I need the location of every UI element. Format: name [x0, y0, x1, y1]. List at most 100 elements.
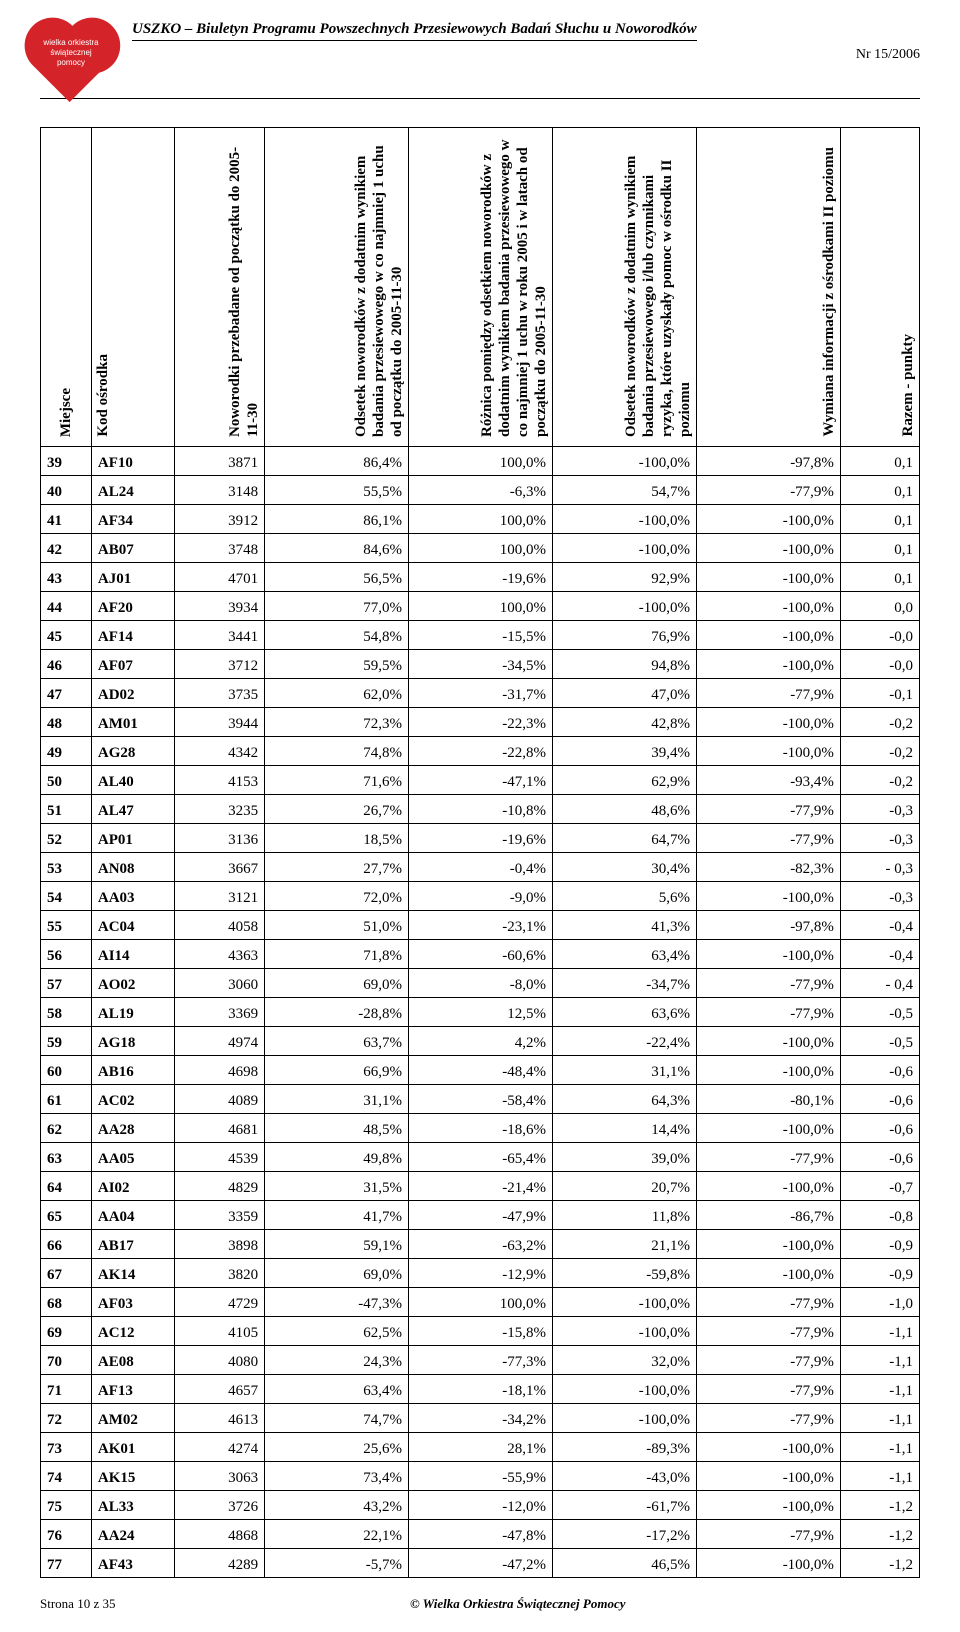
table-cell: -0,0: [840, 621, 919, 650]
table-cell: AF14: [91, 621, 174, 650]
table-cell: AG28: [91, 737, 174, 766]
table-cell: 3726: [175, 1491, 265, 1520]
table-cell: 4868: [175, 1520, 265, 1549]
table-cell: AF03: [91, 1288, 174, 1317]
table-cell: 74,7%: [265, 1404, 409, 1433]
table-cell: 53: [41, 853, 92, 882]
table-row: 63AA05453949,8%-65,4%39,0%-77,9%-0,6: [41, 1143, 920, 1172]
table-cell: 41: [41, 505, 92, 534]
table-row: 40AL24314855,5%-6,3%54,7%-77,9%0,1: [41, 476, 920, 505]
table-cell: -31,7%: [409, 679, 553, 708]
table-cell: 100,0%: [409, 534, 553, 563]
table-cell: -77,9%: [696, 1375, 840, 1404]
column-header-label: Wymiana informacji z ośrodkami II poziom…: [820, 147, 838, 437]
table-cell: AF34: [91, 505, 174, 534]
table-cell: 62,5%: [265, 1317, 409, 1346]
table-cell: 0,1: [840, 505, 919, 534]
table-cell: -12,9%: [409, 1259, 553, 1288]
table-cell: -9,0%: [409, 882, 553, 911]
logo-line-3: pomocy: [57, 58, 85, 67]
table-cell: 4974: [175, 1027, 265, 1056]
table-cell: 64: [41, 1172, 92, 1201]
table-cell: -48,4%: [409, 1056, 553, 1085]
table-cell: AA28: [91, 1114, 174, 1143]
table-cell: 0,1: [840, 534, 919, 563]
table-row: 56AI14436371,8%-60,6%63,4%-100,0%-0,4: [41, 940, 920, 969]
table-cell: -77,9%: [696, 1317, 840, 1346]
table-cell: AK14: [91, 1259, 174, 1288]
table-cell: - 0,4: [840, 969, 919, 998]
table-cell: -77,9%: [696, 1288, 840, 1317]
table-cell: 3136: [175, 824, 265, 853]
table-cell: 21,1%: [553, 1230, 697, 1259]
table-cell: 3667: [175, 853, 265, 882]
table-cell: AL33: [91, 1491, 174, 1520]
table-cell: 4080: [175, 1346, 265, 1375]
table-cell: -65,4%: [409, 1143, 553, 1172]
table-cell: -1,0: [840, 1288, 919, 1317]
table-cell: -100,0%: [553, 447, 697, 476]
table-cell: 4274: [175, 1433, 265, 1462]
table-cell: 44: [41, 592, 92, 621]
table-cell: -100,0%: [696, 1433, 840, 1462]
table-row: 59AG18497463,7%4,2%-22,4%-100,0%-0,5: [41, 1027, 920, 1056]
table-row: 52AP01313618,5%-19,6%64,7%-77,9%-0,3: [41, 824, 920, 853]
table-cell: 31,1%: [265, 1085, 409, 1114]
table-cell: 72,3%: [265, 708, 409, 737]
table-row: 71AF13465763,4%-18,1%-100,0%-77,9%-1,1: [41, 1375, 920, 1404]
table-cell: 3934: [175, 592, 265, 621]
table-cell: 18,5%: [265, 824, 409, 853]
table-cell: 4613: [175, 1404, 265, 1433]
table-cell: -100,0%: [553, 1404, 697, 1433]
table-row: 73AK01427425,6%28,1%-89,3%-100,0%-1,1: [41, 1433, 920, 1462]
table-cell: -97,8%: [696, 447, 840, 476]
table-cell: AC04: [91, 911, 174, 940]
table-cell: -100,0%: [696, 708, 840, 737]
column-header: Odsetek noworodków z dodatnim wynikiem b…: [553, 128, 697, 447]
table-cell: AI14: [91, 940, 174, 969]
table-cell: 58: [41, 998, 92, 1027]
table-cell: 61: [41, 1085, 92, 1114]
table-row: 54AA03312172,0%-9,0%5,6%-100,0%-0,3: [41, 882, 920, 911]
table-cell: -77,9%: [696, 476, 840, 505]
table-cell: 3359: [175, 1201, 265, 1230]
table-cell: -1,1: [840, 1404, 919, 1433]
column-header: Różnica pomiędzy odsetkiem noworodków z …: [409, 128, 553, 447]
table-cell: 94,8%: [553, 650, 697, 679]
table-cell: -1,2: [840, 1520, 919, 1549]
table-cell: 70: [41, 1346, 92, 1375]
table-cell: AL47: [91, 795, 174, 824]
table-cell: AJ01: [91, 563, 174, 592]
table-cell: 42,8%: [553, 708, 697, 737]
table-row: 68AF034729-47,3%100,0%-100,0%-77,9%-1,0: [41, 1288, 920, 1317]
table-cell: AI02: [91, 1172, 174, 1201]
table-cell: -100,0%: [696, 1230, 840, 1259]
table-cell: 30,4%: [553, 853, 697, 882]
table-cell: 75: [41, 1491, 92, 1520]
table-cell: 4363: [175, 940, 265, 969]
table-cell: -17,2%: [553, 1520, 697, 1549]
table-cell: -82,3%: [696, 853, 840, 882]
table-cell: 11,8%: [553, 1201, 697, 1230]
table-cell: 100,0%: [409, 505, 553, 534]
table-cell: 71,8%: [265, 940, 409, 969]
table-cell: 3441: [175, 621, 265, 650]
table-cell: 26,7%: [265, 795, 409, 824]
table-row: 57AO02306069,0%-8,0%-34,7%-77,9%- 0,4: [41, 969, 920, 998]
table-cell: 4539: [175, 1143, 265, 1172]
table-cell: -8,0%: [409, 969, 553, 998]
table-cell: 74: [41, 1462, 92, 1491]
table-cell: 92,9%: [553, 563, 697, 592]
table-cell: -77,3%: [409, 1346, 553, 1375]
table-cell: -100,0%: [696, 1114, 840, 1143]
table-cell: 62,0%: [265, 679, 409, 708]
table-cell: 31,1%: [553, 1056, 697, 1085]
table-cell: 4829: [175, 1172, 265, 1201]
table-cell: -6,3%: [409, 476, 553, 505]
table-row: 48AM01394472,3%-22,3%42,8%-100,0%-0,2: [41, 708, 920, 737]
table-cell: 46: [41, 650, 92, 679]
table-row: 64AI02482931,5%-21,4%20,7%-100,0%-0,7: [41, 1172, 920, 1201]
table-body: 39AF10387186,4%100,0%-100,0%-97,8%0,140A…: [41, 447, 920, 1578]
table-cell: 0,1: [840, 563, 919, 592]
table-cell: -0,1: [840, 679, 919, 708]
